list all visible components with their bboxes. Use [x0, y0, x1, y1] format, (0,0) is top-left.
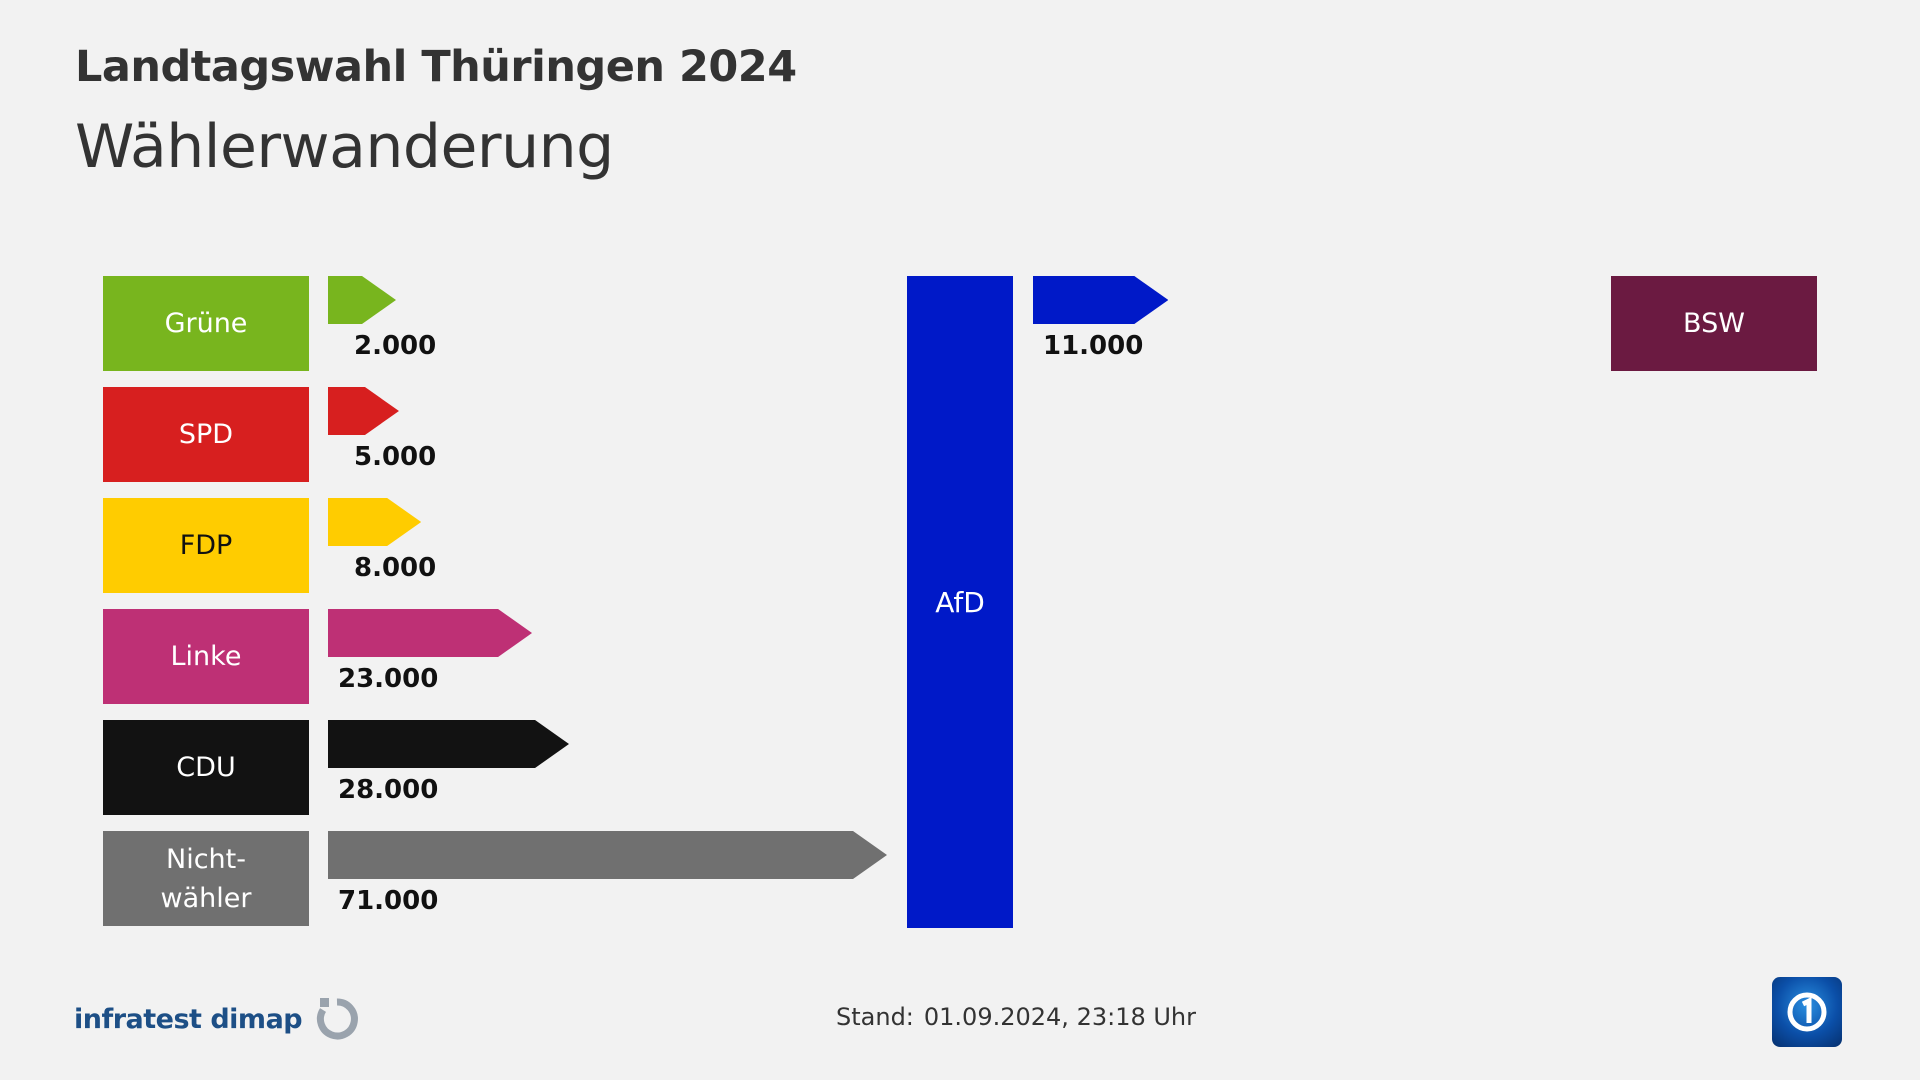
outflow-value-bsw: 11.000: [1043, 331, 1144, 361]
timestamp-label: Stand:: [836, 1003, 914, 1031]
ard-logo-icon: [1772, 977, 1842, 1047]
inflow-value-grüne: 2.000: [354, 331, 437, 361]
inflow-arrow-cdu: [328, 720, 570, 768]
infratest-dimap-logo-icon: [317, 998, 359, 1040]
inflow-value-fdp: 8.000: [354, 553, 437, 583]
party-box-label: Nicht-wähler: [160, 843, 252, 914]
inflow-value-spd: 5.000: [354, 442, 437, 472]
inflow-arrow-grüne: [328, 276, 396, 324]
party-box-nichtwähler: Nicht-wähler: [103, 831, 309, 926]
party-box-label: FDP: [179, 530, 233, 561]
timestamp-value: 01.09.2024, 23:18 Uhr: [923, 1003, 1196, 1031]
inflow-arrow-nichtwähler: [328, 831, 887, 879]
party-box-cdu: CDU: [103, 720, 309, 815]
party-box-label: CDU: [176, 752, 236, 783]
inflow-arrow-linke: [328, 609, 533, 657]
inflow-arrow-spd: [328, 387, 399, 435]
source-logo: infratest dimap: [74, 996, 360, 1042]
target-bar-afd: AfD: [907, 276, 1013, 928]
inflow-value-linke: 23.000: [338, 664, 439, 694]
chart-title: Wählerwanderung: [75, 112, 614, 182]
inflow-value-nichtwähler: 71.000: [338, 886, 439, 916]
party-box-linke: Linke: [103, 609, 309, 704]
target-bar-label: AfD: [935, 585, 985, 619]
party-box-fdp: FDP: [103, 498, 309, 593]
party-box-label: Linke: [170, 641, 242, 672]
chart-kicker: Landtagswahl Thüringen 2024: [75, 42, 797, 92]
party-box-label: BSW: [1683, 308, 1745, 339]
timestamp: Stand: 01.09.2024, 23:18 Uhr: [836, 1003, 1196, 1031]
source-name: infratest dimap: [74, 1003, 303, 1035]
inflow-arrow-fdp: [328, 498, 422, 546]
outflow-arrow-bsw: [1033, 276, 1169, 324]
inflow-value-cdu: 28.000: [338, 775, 439, 805]
party-box-grüne: Grüne: [103, 276, 309, 371]
party-box-bsw: BSW: [1611, 276, 1817, 371]
party-box-label: Grüne: [164, 308, 248, 339]
party-box-label: SPD: [178, 419, 234, 450]
outflow-arrow-shape: [1033, 276, 1169, 324]
party-box-spd: SPD: [103, 387, 309, 482]
